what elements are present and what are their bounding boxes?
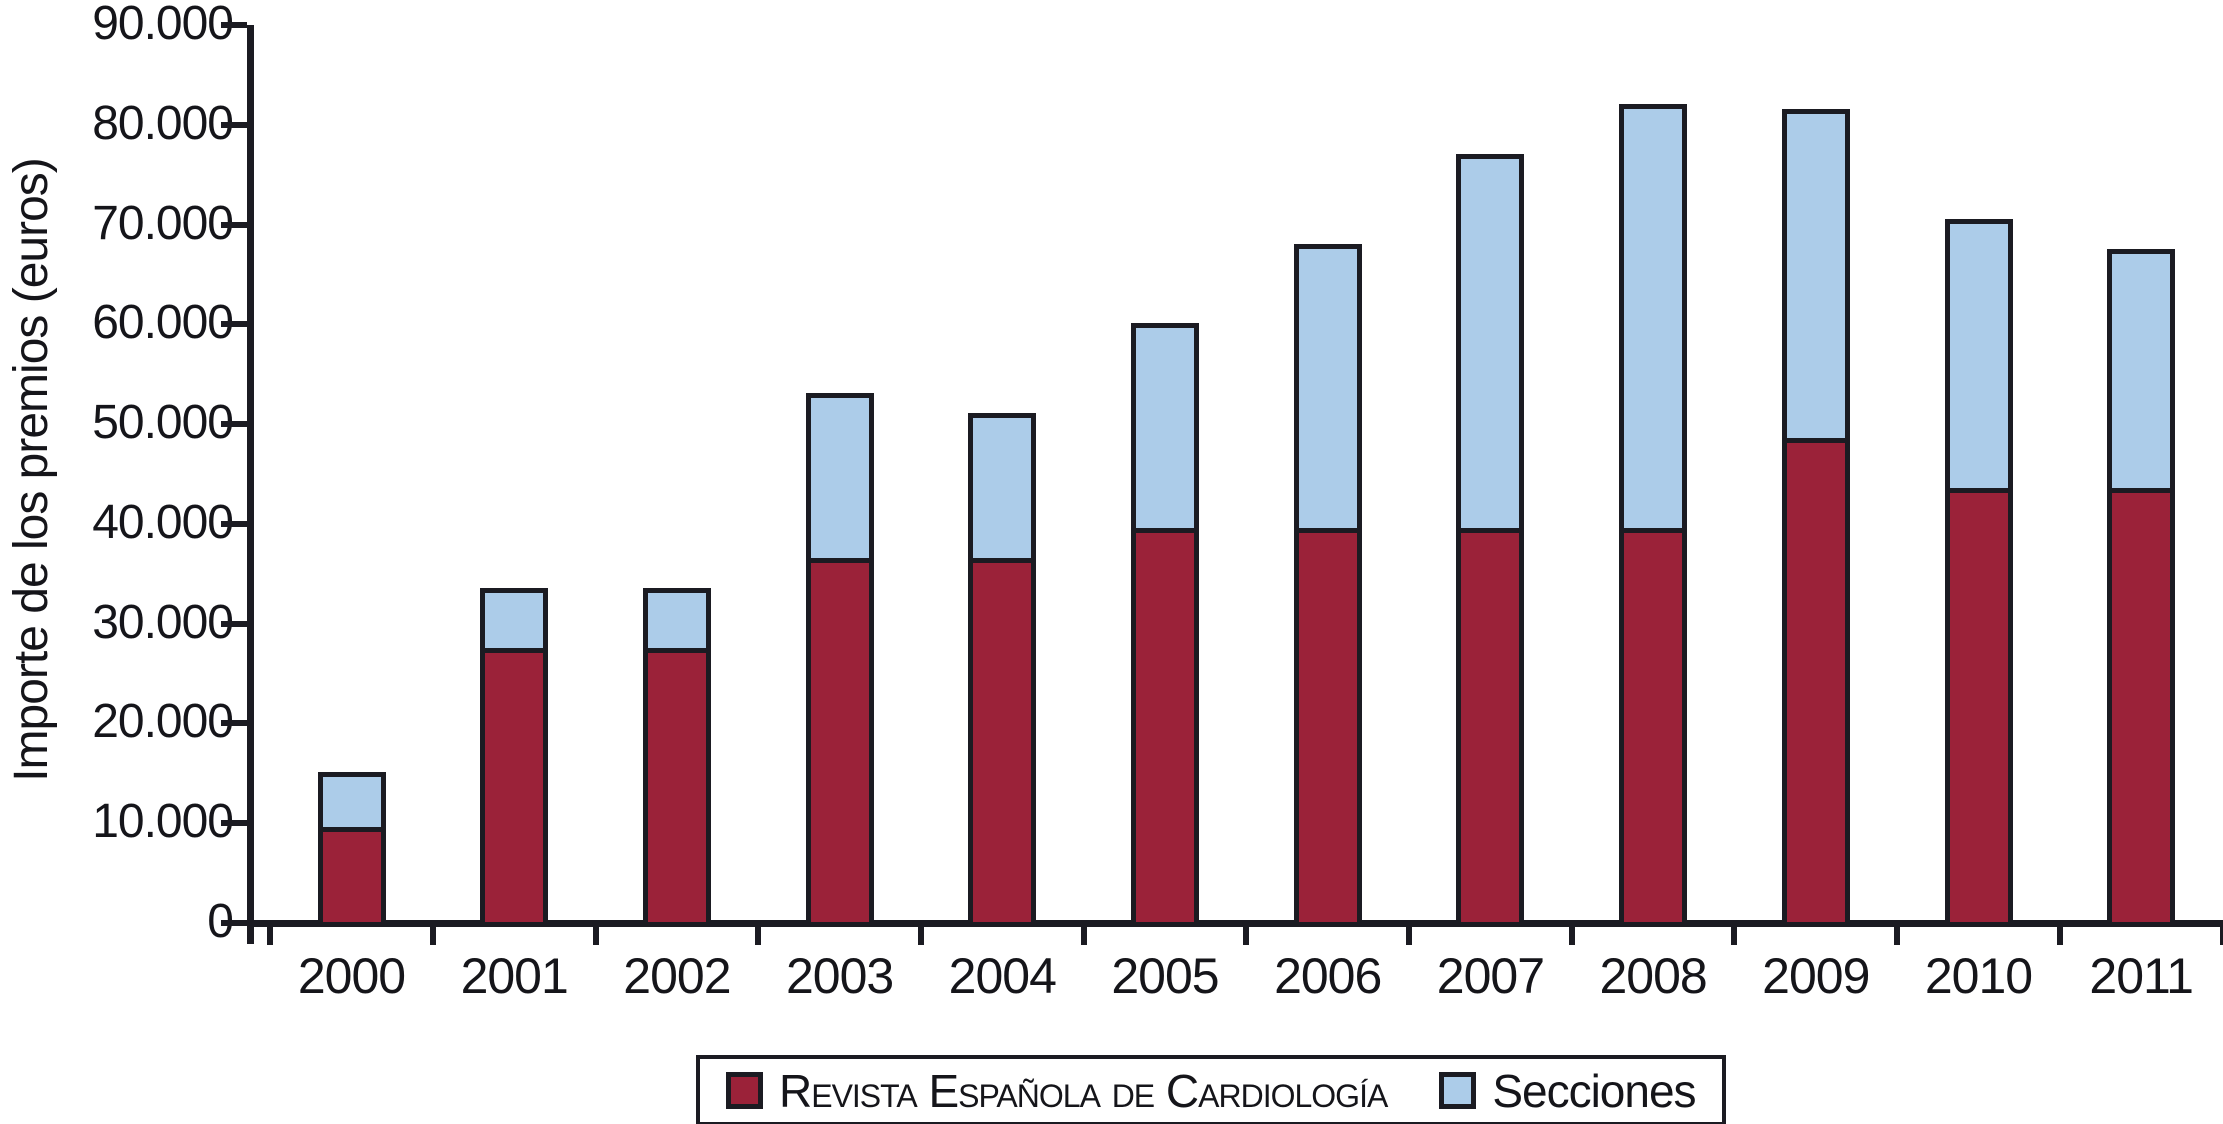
plot-area (221, 22, 2223, 945)
legend-entry-secciones: Secciones (1439, 1064, 1697, 1118)
legend-swatch-red (726, 1072, 763, 1109)
y-tick-mark (221, 121, 247, 128)
y-tick-label: 50.000 (92, 396, 234, 450)
bar-segment-revista-2007 (1461, 532, 1520, 922)
y-tick-label: 10.000 (92, 795, 234, 849)
bar-segment-revista-2000 (322, 832, 381, 922)
y-axis-title: Importe de los premios (euros) (5, 158, 58, 782)
bar-segment-revista-2010 (1949, 492, 2008, 922)
x-tick-label-2009: 2009 (1762, 948, 1870, 1004)
x-tick-mark (1894, 923, 1901, 945)
y-tick-mark (221, 22, 247, 28)
bar-segment-secciones-2009 (1786, 113, 1845, 444)
bar-segment-secciones-2008 (1624, 108, 1683, 533)
x-tick-mark (1406, 923, 1413, 945)
x-tick-mark (267, 923, 274, 945)
x-tick-label-2011: 2011 (2089, 948, 2194, 1004)
y-tick-mark (221, 421, 247, 428)
bar-2000 (317, 772, 386, 927)
bar-2005 (1131, 323, 1199, 927)
y-tick-mark (221, 720, 247, 727)
bar-segment-secciones-2011 (2112, 253, 2171, 493)
y-tick-mark (221, 820, 247, 827)
bar-segment-revista-2009 (1786, 443, 1845, 922)
x-tick-mark (1568, 923, 1575, 945)
x-tick-mark (1731, 923, 1738, 945)
bar-segment-revista-2006 (1298, 532, 1357, 922)
bar-segment-secciones-2000 (322, 777, 381, 833)
bar-segment-secciones-2001 (485, 592, 544, 653)
bar-segment-revista-2011 (2112, 492, 2171, 922)
legend-label: Revista Española de Cardiología (779, 1064, 1388, 1117)
legend-swatch-blue (1439, 1072, 1477, 1109)
y-tick-mark (221, 221, 247, 228)
bar-segment-revista-2004 (973, 562, 1032, 922)
y-tick-mark (221, 920, 247, 926)
x-tick-label-2006: 2006 (1274, 948, 1382, 1004)
x-tick-mark (755, 923, 762, 945)
bar-2002 (642, 587, 711, 927)
bar-2003 (805, 393, 874, 927)
bar-segment-secciones-2007 (1461, 158, 1520, 533)
x-tick-label-2008: 2008 (1599, 948, 1707, 1004)
x-tick-mark (2219, 923, 2223, 945)
x-tick-label-2005: 2005 (1111, 948, 1219, 1004)
y-tick-label: 70.000 (92, 196, 234, 250)
bar-segment-secciones-2003 (810, 398, 869, 563)
bar-2006 (1293, 243, 1362, 927)
bar-segment-secciones-2004 (973, 418, 1032, 563)
legend-label: Secciones (1492, 1064, 1696, 1117)
bar-segment-secciones-2002 (647, 592, 706, 653)
bar-segment-secciones-2010 (1949, 223, 2008, 493)
x-tick-label-2004: 2004 (948, 948, 1057, 1004)
y-tick-label: 40.000 (92, 495, 234, 549)
x-tick-label-2001: 2001 (460, 948, 569, 1004)
bar-2009 (1781, 108, 1850, 927)
bar-segment-secciones-2005 (1136, 328, 1194, 533)
x-tick-mark (2056, 923, 2063, 945)
legend-entry-revista: Revista Española de Cardiología (726, 1064, 1388, 1118)
x-tick-mark (917, 923, 924, 945)
y-tick-label: 20.000 (92, 695, 234, 749)
bar-2010 (1944, 218, 2013, 927)
bar-2007 (1456, 153, 1525, 927)
bar-segment-revista-2005 (1136, 532, 1194, 922)
y-axis-line (247, 25, 254, 944)
x-tick-label-2002: 2002 (623, 948, 731, 1004)
bar-segment-revista-2001 (485, 652, 544, 922)
y-tick-mark (221, 321, 247, 328)
bar-2004 (968, 413, 1037, 927)
bar-segment-revista-2008 (1624, 532, 1683, 922)
x-tick-label-2007: 2007 (1436, 948, 1545, 1004)
y-tick-label: 0 (0, 896, 234, 948)
y-tick-mark (221, 520, 247, 527)
bar-segment-revista-2002 (647, 652, 706, 922)
x-tick-mark (429, 923, 436, 945)
bar-segment-revista-2003 (810, 562, 869, 922)
legend: Revista Española de Cardiología Secciones (696, 1055, 1726, 1124)
bar-2008 (1619, 103, 1688, 927)
y-tick-label: 60.000 (92, 296, 234, 350)
bar-2011 (2107, 248, 2176, 927)
y-tick-label: 90.000 (92, 0, 234, 50)
y-tick-label: 30.000 (92, 595, 234, 649)
y-tick-label: 80.000 (92, 96, 234, 150)
y-tick-mark (221, 620, 247, 627)
bar-2001 (480, 587, 549, 927)
x-axis-line (247, 920, 2223, 927)
x-tick-mark (1243, 923, 1250, 945)
x-tick-mark (1080, 923, 1087, 945)
x-tick-mark (592, 923, 599, 945)
x-tick-label-2000: 2000 (297, 948, 406, 1004)
x-tick-label-2010: 2010 (1924, 948, 2033, 1004)
x-tick-label-2003: 2003 (785, 948, 894, 1004)
bar-segment-secciones-2006 (1298, 248, 1357, 533)
